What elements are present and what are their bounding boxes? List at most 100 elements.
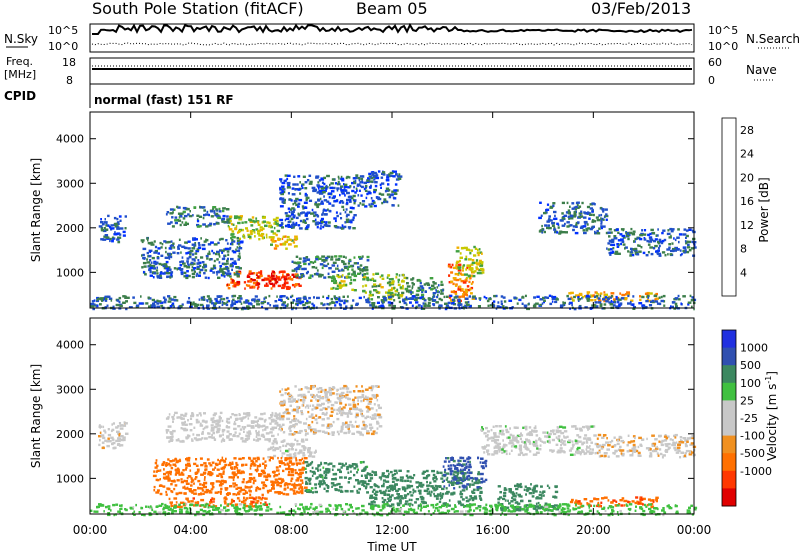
echo-cell xyxy=(239,215,243,218)
echo-cell xyxy=(379,489,382,493)
echo-cell xyxy=(264,418,267,422)
echo-cell xyxy=(607,242,611,245)
echo-cell xyxy=(273,240,277,243)
echo-cell xyxy=(351,273,354,276)
echo-cell xyxy=(286,285,290,289)
echo-cell xyxy=(352,405,357,409)
echo-cell xyxy=(428,286,432,290)
echo-cell xyxy=(261,496,264,500)
echo-cell xyxy=(615,297,619,301)
echo-cell xyxy=(508,452,511,455)
echo-cell xyxy=(620,297,625,300)
freq-tick-top: 18 xyxy=(62,56,76,69)
echo-cell xyxy=(298,227,303,230)
echo-cell xyxy=(260,498,263,501)
echo-cell xyxy=(566,221,570,224)
echo-cell xyxy=(388,281,392,284)
echo-cell xyxy=(466,266,468,270)
echo-cell xyxy=(301,440,305,443)
echo-cell xyxy=(251,298,254,302)
echo-cell xyxy=(332,195,336,198)
echo-cell xyxy=(479,461,482,464)
echo-cell xyxy=(281,190,284,193)
echo-cell xyxy=(185,274,189,277)
echo-cell xyxy=(397,204,400,207)
echo-cell xyxy=(170,490,173,493)
echo-cell xyxy=(380,274,384,277)
echo-cell xyxy=(272,285,276,288)
echo-cell xyxy=(281,270,286,273)
echo-cell xyxy=(179,223,182,227)
echo-cell xyxy=(306,179,310,182)
echo-cell xyxy=(365,196,368,200)
echo-cell xyxy=(474,270,477,273)
echo-cell xyxy=(646,239,649,243)
echo-cell xyxy=(115,303,119,307)
echo-cell xyxy=(234,284,237,287)
echo-cell xyxy=(406,492,410,496)
echo-cell xyxy=(197,242,201,245)
echo-cell xyxy=(320,224,322,228)
echo-cell xyxy=(186,462,191,465)
echo-cell xyxy=(327,208,329,211)
echo-cell xyxy=(330,407,334,410)
echo-cell xyxy=(311,266,316,269)
echo-cell xyxy=(370,494,373,498)
echo-cell xyxy=(269,304,272,307)
echo-cell xyxy=(181,268,184,271)
echo-cell xyxy=(260,412,264,416)
echo-cell xyxy=(455,278,460,282)
echo-cell xyxy=(223,480,227,484)
echo-cell xyxy=(154,466,158,469)
echo-cell xyxy=(309,274,314,277)
echo-cell xyxy=(342,406,346,409)
echo-cell xyxy=(454,291,457,294)
echo-cell xyxy=(326,200,330,203)
echo-cell xyxy=(259,226,263,229)
echo-cell xyxy=(513,296,517,299)
echo-cell xyxy=(577,299,580,302)
echo-cell xyxy=(244,426,247,429)
echo-cell xyxy=(321,266,324,270)
echo-cell xyxy=(133,301,137,305)
echo-cell xyxy=(383,493,387,496)
echo-cell xyxy=(177,416,182,419)
echo-cell xyxy=(268,276,273,279)
echo-cell xyxy=(301,481,304,485)
echo-cell xyxy=(411,281,414,285)
echo-cell xyxy=(373,171,377,175)
echo-cell xyxy=(645,254,649,257)
echo-cell xyxy=(236,469,240,473)
echo-cell xyxy=(662,294,666,298)
echo-cell xyxy=(156,469,160,472)
echo-cell xyxy=(219,265,223,268)
echo-cell xyxy=(655,234,658,237)
echo-cell xyxy=(583,231,587,235)
echo-cell xyxy=(370,407,374,410)
echo-cell xyxy=(232,240,236,243)
echo-cell xyxy=(241,500,245,504)
echo-cell xyxy=(309,404,312,407)
echo-cell xyxy=(674,246,678,250)
echo-cell xyxy=(392,196,395,199)
echo-cell xyxy=(202,206,204,209)
echo-cell xyxy=(289,275,292,279)
echo-cell xyxy=(591,210,594,213)
echo-cell xyxy=(288,471,291,474)
echo-cell xyxy=(356,406,359,410)
echo-cell xyxy=(223,267,227,270)
echo-cell xyxy=(219,411,223,415)
echo-cell xyxy=(361,273,364,277)
echo-cell xyxy=(186,498,189,501)
echo-cell xyxy=(258,487,262,491)
echo-cell xyxy=(596,297,599,300)
echo-cell xyxy=(243,236,246,239)
echo-cell xyxy=(183,502,187,505)
echo-cell xyxy=(268,236,272,239)
echo-cell xyxy=(548,432,552,436)
echo-cell xyxy=(576,434,580,437)
echo-cell xyxy=(140,239,145,242)
echo-cell xyxy=(215,480,220,483)
echo-cell xyxy=(116,238,120,241)
echo-cell xyxy=(102,436,106,440)
